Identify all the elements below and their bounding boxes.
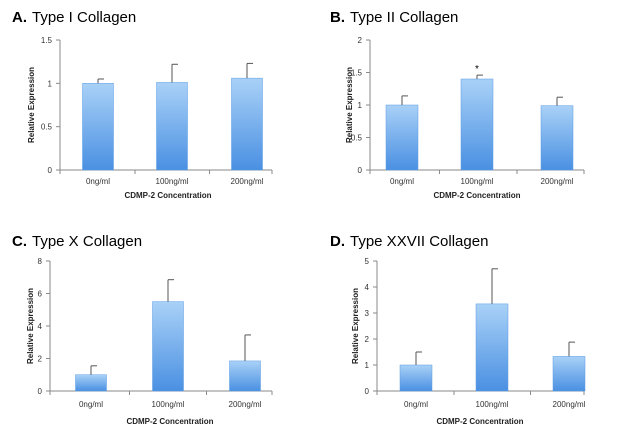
y-tick-label: 0.5 — [351, 134, 363, 143]
panel-title-text: Type II Collagen — [350, 9, 458, 26]
x-tick-label: 0ng/ml — [404, 400, 428, 409]
panel-letter: B. — [330, 9, 345, 26]
y-tick-label: 0 — [365, 387, 370, 396]
panel-title-text: Type X Collagen — [32, 233, 142, 250]
y-tick-label: 4 — [365, 283, 370, 292]
x-tick-label: 200ng/ml — [229, 400, 262, 409]
bar — [156, 82, 188, 171]
y-tick-label: 5 — [365, 257, 370, 266]
y-axis-title: Relative Expression — [27, 67, 36, 143]
panel-title-text: Type I Collagen — [32, 9, 136, 26]
bar — [82, 83, 114, 171]
x-tick-label: 200ng/ml — [541, 177, 574, 186]
y-tick-label: 2 — [38, 355, 43, 364]
x-tick-label: 200ng/ml — [231, 177, 264, 186]
y-tick-label: 3 — [365, 309, 370, 318]
y-tick-label: 0 — [48, 166, 53, 175]
chart-panel-1: A. Type I Collagen 0 0.5 1 1.5 0ng/ml 100ng/ml 2… — [12, 9, 273, 200]
chart-panel-2: B. Type II Collagen 0 0.5 1 1.5 2 0ng/ml 100ng/m… — [330, 9, 585, 200]
y-axis-title: Relative Expression — [26, 288, 35, 364]
x-axis-title: CDMP-2 Concentration — [126, 417, 213, 426]
y-tick-label: 1.5 — [41, 36, 53, 45]
chart-panel-4: D. Type XXVII Collagen 0 1 2 3 4 5 0ng/ml 100ng/m… — [330, 233, 586, 426]
panel-letter: D. — [330, 233, 345, 250]
bar — [475, 303, 509, 392]
y-axis-title: Relative Expression — [351, 288, 360, 364]
x-tick-label: 0ng/ml — [390, 177, 414, 186]
x-axis-title: CDMP-2 Concentration — [124, 191, 211, 200]
panel-title: A. Type I Collagen — [12, 9, 136, 26]
x-tick-label: 100ng/ml — [156, 177, 189, 186]
y-tick-label: 2 — [358, 36, 363, 45]
y-tick-label: 1.5 — [351, 69, 363, 78]
y-tick-label: 8 — [38, 257, 43, 266]
x-tick-label: 100ng/ml — [461, 177, 494, 186]
panel-title-text: Type XXVII Collagen — [350, 233, 488, 250]
y-tick-label: 2 — [365, 335, 370, 344]
bar — [231, 77, 263, 171]
bar — [152, 301, 184, 392]
bar — [540, 105, 574, 171]
bar — [229, 360, 261, 392]
y-tick-label: 6 — [38, 290, 43, 299]
bar — [399, 364, 433, 392]
bar — [460, 78, 494, 171]
y-tick-label: 0 — [358, 166, 363, 175]
x-axis-title: CDMP-2 Concentration — [436, 417, 523, 426]
bar — [385, 104, 419, 171]
panel-title: D. Type XXVII Collagen — [330, 233, 488, 250]
bar — [75, 374, 107, 392]
x-tick-label: 0ng/ml — [79, 400, 103, 409]
y-tick-label: 1 — [365, 361, 370, 370]
x-tick-label: 100ng/ml — [476, 400, 509, 409]
x-tick-label: 200ng/ml — [553, 400, 586, 409]
significance-marker: * — [475, 64, 479, 75]
panel-title: C. Type X Collagen — [12, 233, 142, 250]
panel-title: B. Type II Collagen — [330, 9, 458, 26]
y-tick-label: 1 — [48, 79, 53, 88]
x-tick-label: 0ng/ml — [86, 177, 110, 186]
y-tick-label: 1 — [358, 101, 363, 110]
y-tick-label: 0 — [38, 387, 43, 396]
y-tick-label: 0.5 — [41, 123, 53, 132]
y-axis-title: Relative Expression — [345, 67, 354, 143]
bar — [552, 356, 586, 392]
panel-letter: C. — [12, 233, 27, 250]
x-tick-label: 100ng/ml — [152, 400, 185, 409]
chart-panel-3: C. Type X Collagen 0 2 4 6 8 0ng/ml 100ng/ml 200n… — [12, 233, 273, 426]
panel-letter: A. — [12, 9, 27, 26]
y-tick-label: 4 — [38, 322, 43, 331]
x-axis-title: CDMP-2 Concentration — [433, 191, 520, 200]
